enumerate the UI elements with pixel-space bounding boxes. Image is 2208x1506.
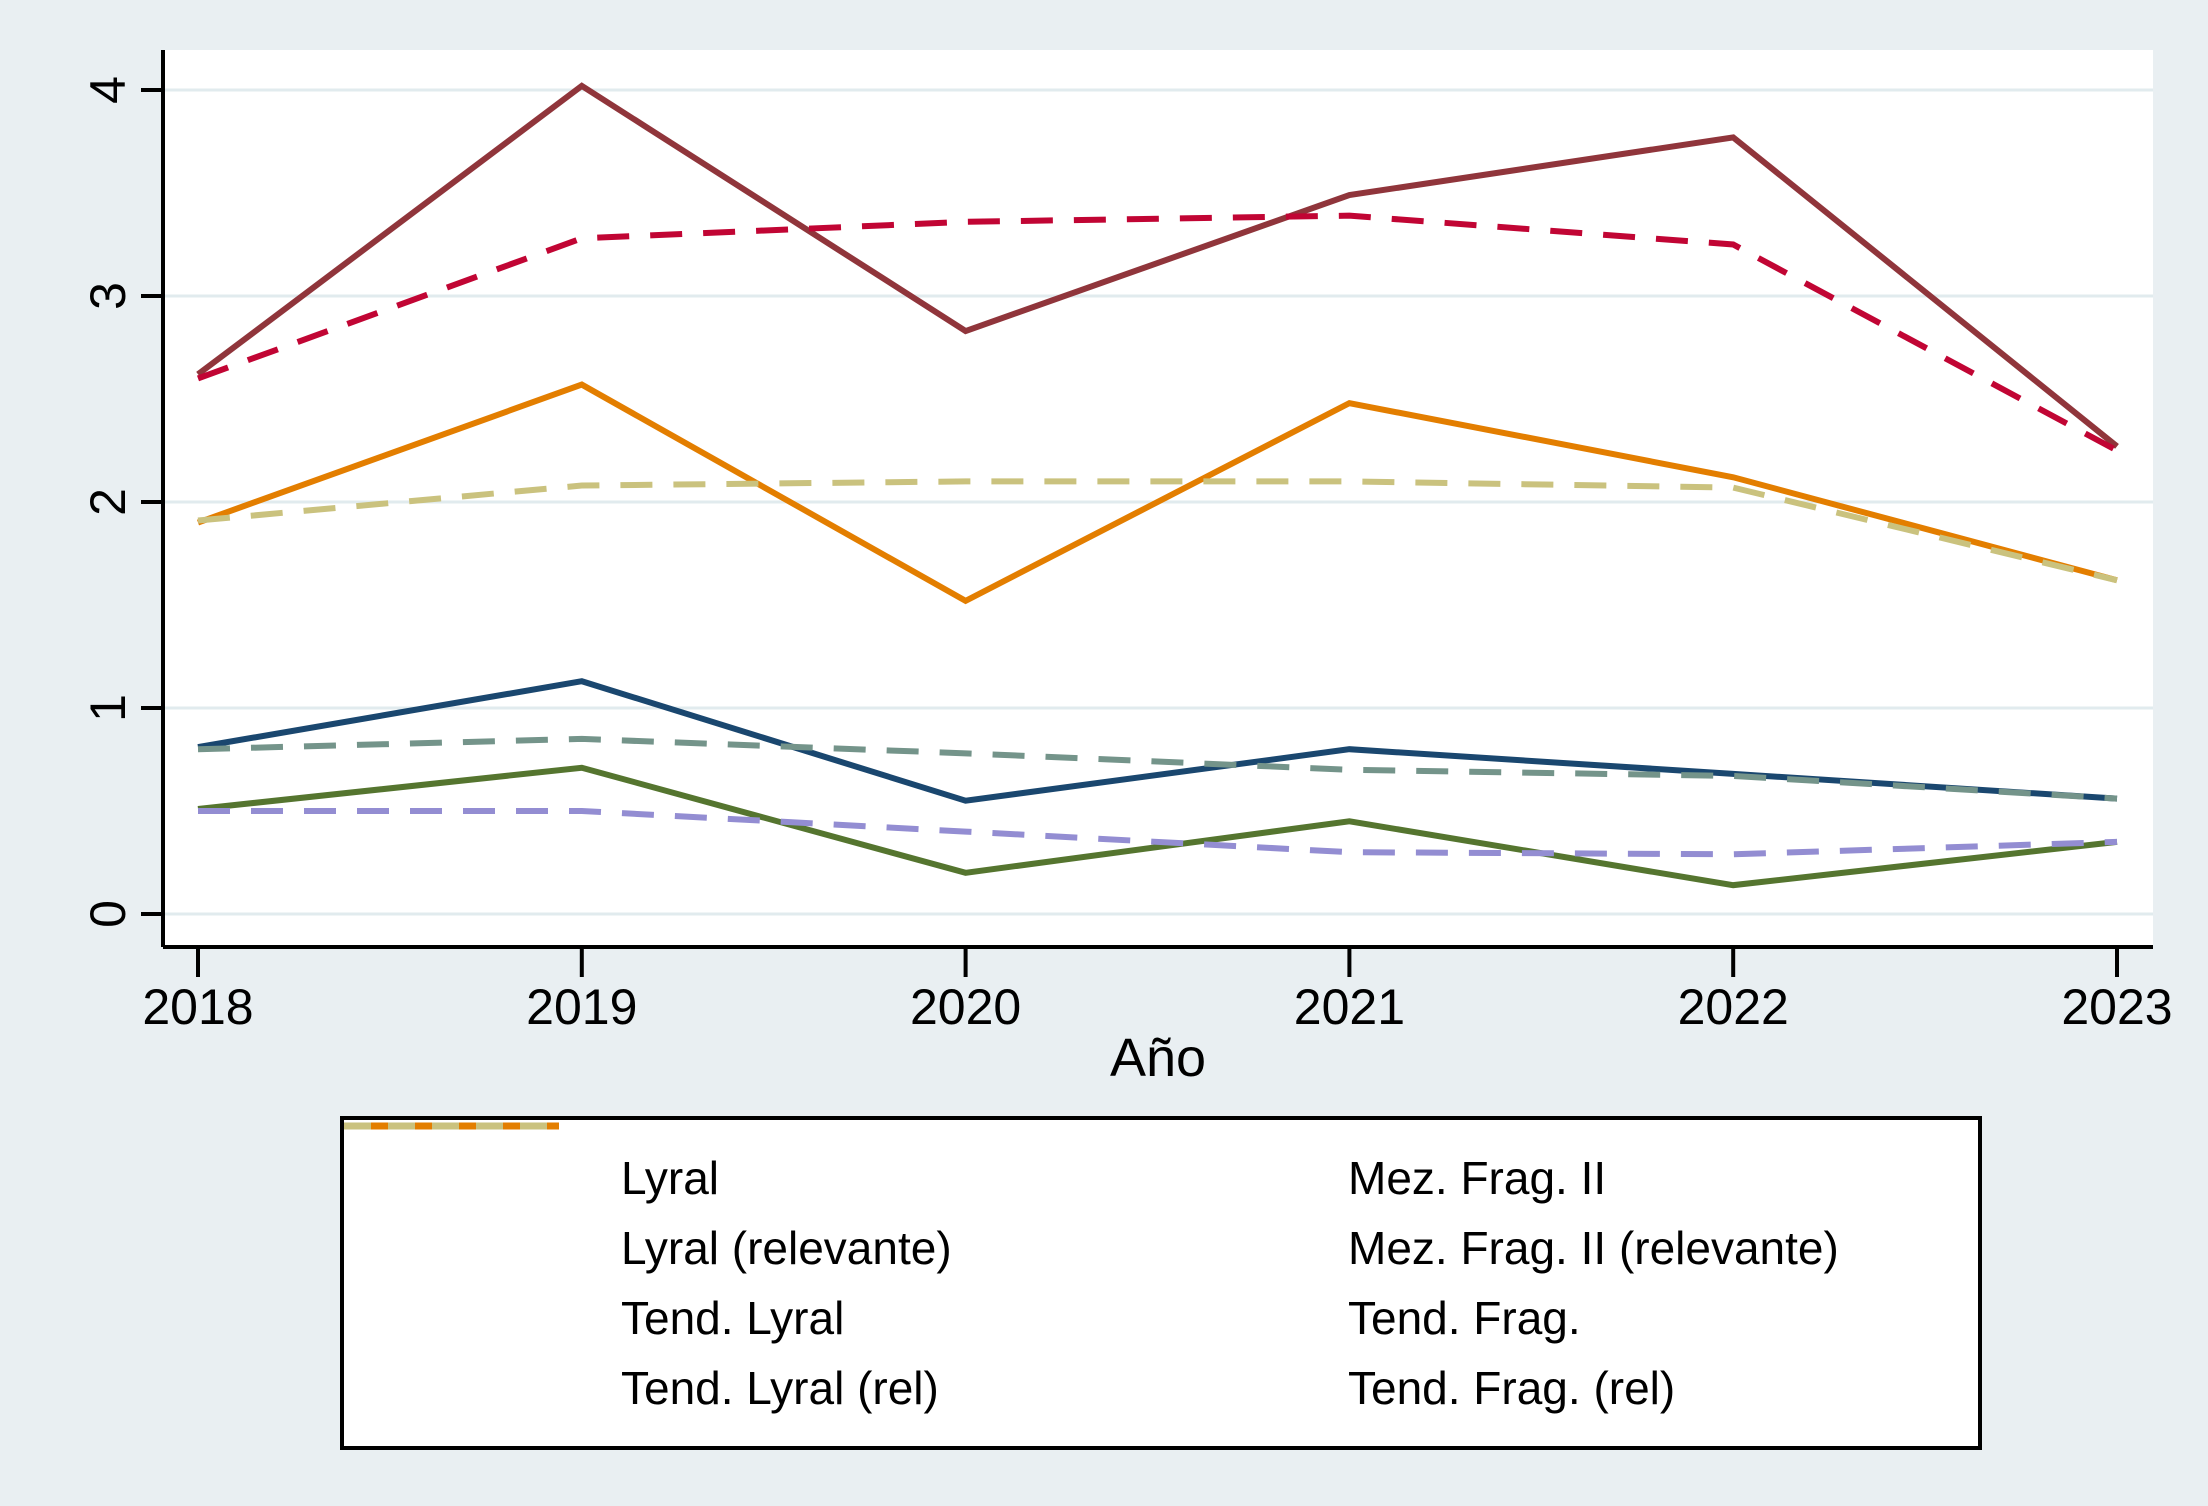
legend-swatch-1 xyxy=(344,1122,585,1213)
series-line-4 xyxy=(196,381,2118,605)
y-tick-label-3: 3 xyxy=(80,282,136,310)
legend-label-2: Mez. Frag. II xyxy=(1348,1152,1607,1204)
series-line-7 xyxy=(198,808,2118,858)
legend-swatch-2 xyxy=(344,1122,1312,1213)
legend-swatch-7 xyxy=(344,1122,585,1423)
legend-label-4: Mez. Frag. II (relevante) xyxy=(1348,1222,1839,1274)
y-tick-label-4: 4 xyxy=(80,76,136,104)
x-tick-label-2019: 2019 xyxy=(526,979,637,1035)
legend-swatch-5 xyxy=(344,1122,585,1353)
dashed-line-icon xyxy=(344,1122,559,1130)
legend-swatch-6 xyxy=(344,1122,1312,1353)
x-tick-label-2018: 2018 xyxy=(142,979,253,1035)
series-line-8 xyxy=(197,478,2118,584)
legend-label-8: Tend. Frag. (rel) xyxy=(1348,1362,1676,1414)
y-tick-label-0: 0 xyxy=(80,900,136,928)
x-axis-title: Año xyxy=(1110,1028,1206,1088)
legend: Lyral Mez. Frag. II Lyral (relevante) Mez. … xyxy=(340,1116,1982,1450)
legend-swatch-4 xyxy=(344,1122,1312,1283)
y-tick-label-1: 1 xyxy=(80,694,136,722)
series-line-5 xyxy=(197,735,2118,802)
x-tick-label-2023: 2023 xyxy=(2061,979,2172,1035)
series-line-2 xyxy=(196,82,2119,449)
x-tick-label-2021: 2021 xyxy=(1294,979,1405,1035)
series-line-6 xyxy=(196,212,2119,454)
legend-swatch-3 xyxy=(344,1122,585,1283)
legend-label-6: Tend. Frag. xyxy=(1348,1292,1581,1344)
y-tick-label-2: 2 xyxy=(80,488,136,516)
legend-swatch-8 xyxy=(344,1122,1312,1423)
legend-label-1: Lyral xyxy=(621,1152,719,1204)
x-tick-label-2022: 2022 xyxy=(1678,979,1789,1035)
x-tick-label-2020: 2020 xyxy=(910,979,1021,1035)
legend-label-5: Tend. Lyral xyxy=(621,1292,845,1344)
legend-label-7: Tend. Lyral (rel) xyxy=(621,1362,939,1414)
legend-label-3: Lyral (relevante) xyxy=(621,1222,952,1274)
series-line-3 xyxy=(197,764,2118,889)
